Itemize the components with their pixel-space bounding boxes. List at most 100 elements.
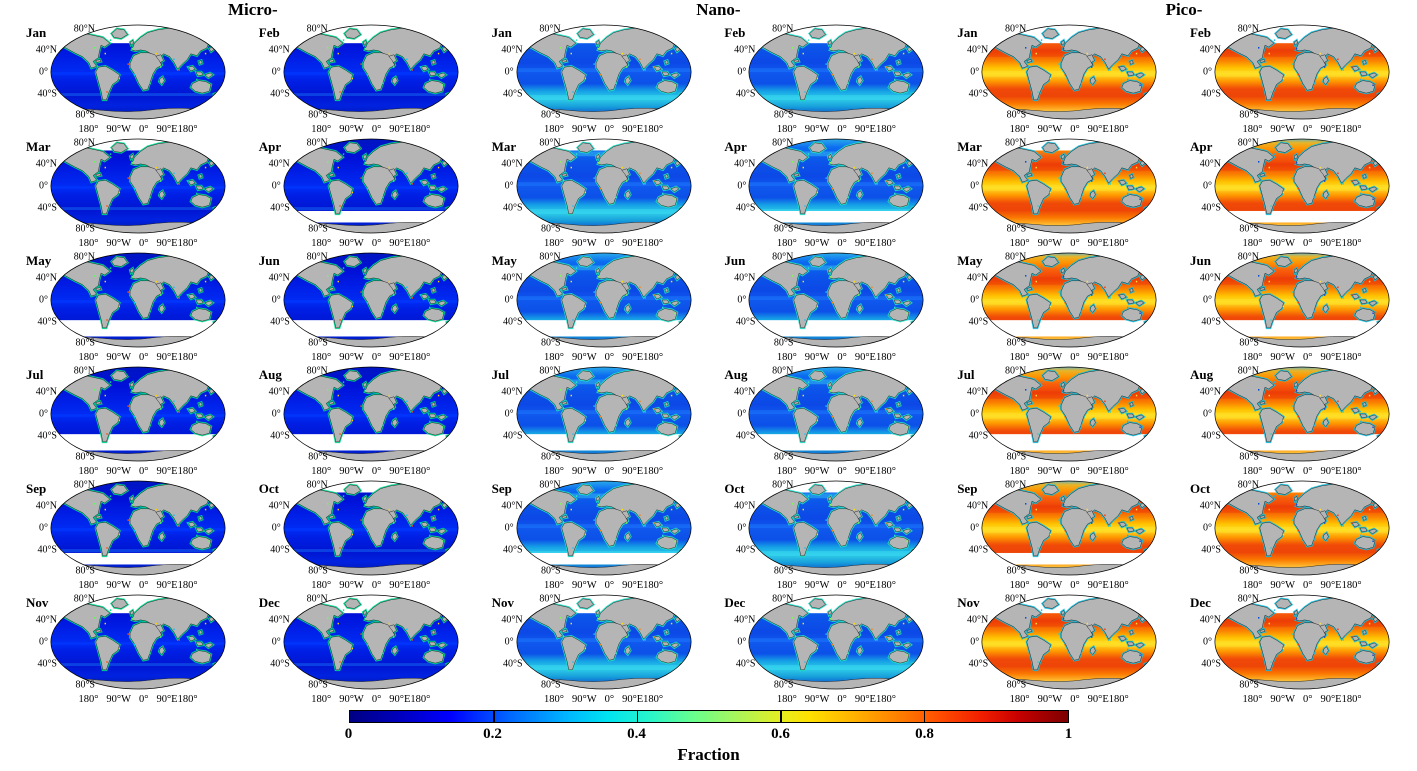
- lon-tick: 90°W: [572, 694, 597, 705]
- lon-tick: 180°: [1242, 466, 1263, 477]
- lon-tick: 180°: [1009, 352, 1030, 363]
- lon-tick: 90°E180°: [622, 466, 664, 477]
- map-area: 80°N 40°N 0° 40°S 80°S: [967, 24, 1157, 120]
- lon-tick: 180°: [78, 466, 99, 477]
- month-label: Sep: [957, 481, 978, 496]
- lat-label: 40°N: [35, 44, 57, 56]
- map-area: 80°N 40°N 0° 40°S 80°S: [734, 137, 924, 234]
- lat-label: 40°N: [501, 44, 523, 56]
- lon-tick: 0°: [604, 466, 615, 477]
- lon-axis-labels: 180° 90°W 0° 90°E180°: [283, 466, 459, 477]
- lat-label: 40°N: [734, 500, 756, 512]
- map-area: 80°N 40°N 0° 40°S 80°S: [269, 24, 459, 120]
- lon-tick: 90°E180°: [389, 124, 431, 135]
- map-area: 80°N 40°N 0° 40°S 80°S: [734, 252, 924, 348]
- lat-label: 40°N: [35, 272, 57, 284]
- lon-tick: 90°W: [804, 352, 830, 363]
- map-area: 80°N 40°N 0° 40°S 80°S: [1200, 480, 1390, 576]
- lat-label: 40°S: [270, 658, 290, 670]
- lat-label: 40°S: [270, 88, 290, 100]
- lat-label: 80°S: [75, 223, 95, 235]
- lon-tick: 90°W: [106, 466, 132, 477]
- lat-label: 80°S: [773, 679, 794, 691]
- lat-label: 80°S: [308, 565, 328, 577]
- lat-label: 40°S: [1201, 316, 1221, 328]
- lat-label: 40°N: [734, 158, 756, 170]
- lat-label: 40°N: [268, 272, 290, 284]
- month-label: May: [491, 253, 517, 268]
- world-map-pico-mar: [981, 138, 1157, 234]
- lon-tick: 90°W: [804, 238, 830, 249]
- lon-tick: 90°E180°: [1087, 238, 1129, 249]
- map-panel-nano-jan: Jan 80°N 40°N 0° 40°S 80°S 180° 90°W 0° 90°E180°: [486, 22, 719, 136]
- lat-label: 40°S: [735, 88, 756, 100]
- map-area: 80°N 40°N 0° 40°S 80°S: [1200, 138, 1390, 235]
- month-label: Dec: [1189, 595, 1211, 610]
- lon-tick: 90°W: [339, 238, 364, 249]
- lat-label: 0°: [504, 636, 514, 648]
- lat-label: 80°S: [1006, 679, 1027, 691]
- lon-tick: 0°: [371, 124, 382, 135]
- lat-label: 40°S: [37, 316, 57, 328]
- lat-label: 0°: [1202, 636, 1212, 648]
- lat-label: 40°S: [735, 316, 756, 328]
- lat-label: 80°N: [772, 137, 794, 149]
- month-label: Mar: [957, 139, 982, 154]
- lat-label: 80°N: [1004, 251, 1027, 263]
- lon-tick: 180°: [544, 466, 564, 477]
- lon-tick: 90°E180°: [389, 580, 431, 591]
- lon-axis-labels: 180° 90°W 0° 90°E180°: [516, 694, 692, 705]
- lat-label: 80°S: [541, 679, 561, 691]
- lat-label: 80°N: [539, 365, 561, 377]
- month-label: Mar: [26, 139, 51, 154]
- lat-label: 0°: [39, 294, 48, 306]
- map-panel-micro-sep: Sep 80°N 40°N 0° 40°S 80°S 180° 90°W 0° 90°E180°: [20, 478, 253, 592]
- lon-tick: 0°: [837, 352, 847, 363]
- map-panel-pico-may: May 80°N 40°N 0° 40°S 80°S 180° 90°W 0° 90°E180°: [951, 250, 1184, 364]
- lon-tick: 180°: [1242, 580, 1263, 591]
- map-area: 80°N 40°N 0° 40°S 80°S: [36, 366, 226, 462]
- lat-label: 40°S: [270, 544, 290, 556]
- lon-tick: 0°: [1070, 352, 1080, 363]
- lat-label: 0°: [737, 408, 747, 420]
- lon-axis-labels: 180° 90°W 0° 90°E180°: [981, 694, 1157, 705]
- lon-tick: 90°W: [804, 124, 830, 135]
- lat-label: 40°S: [1201, 430, 1221, 442]
- world-map-pico-jun: [1214, 252, 1390, 348]
- lat-label: 0°: [737, 636, 747, 648]
- map-panel-micro-aug: Aug 80°N 40°N 0° 40°S 80°S 180° 90°W 0° 90°E180°: [253, 364, 486, 478]
- lat-label: 80°N: [73, 251, 95, 263]
- lat-label: 80°N: [73, 479, 95, 491]
- lon-axis-labels: 180° 90°W 0° 90°E180°: [516, 580, 692, 591]
- lat-label: 80°S: [1006, 451, 1027, 463]
- lat-label: 80°S: [308, 223, 328, 235]
- map-area: 80°N 40°N 0° 40°S 80°S: [501, 138, 692, 234]
- map-area: 80°N 40°N 0° 40°S 80°S: [734, 480, 924, 576]
- map-panel-micro-oct: Oct 80°N 40°N 0° 40°S 80°S 180° 90°W 0° 90°E180°: [253, 478, 486, 592]
- lat-label: 80°S: [1239, 451, 1259, 463]
- group-titles-row: Micro- Nano- Pico-: [0, 0, 1417, 22]
- map-area: 80°N 40°N 0° 40°S 80°S: [734, 594, 924, 691]
- map-panel-micro-jul: Jul 80°N 40°N 0° 40°S 80°S 180° 90°W 0° 90°E180°: [20, 364, 253, 478]
- lon-tick: 0°: [139, 352, 149, 363]
- lat-label: 80°S: [1006, 565, 1027, 577]
- lat-label: 40°N: [966, 500, 989, 512]
- lon-axis-labels: 180° 90°W 0° 90°E180°: [283, 352, 459, 363]
- lat-label: 0°: [39, 408, 48, 420]
- lon-tick: 90°E180°: [156, 124, 198, 135]
- lon-axis-labels: 180° 90°W 0° 90°E180°: [50, 466, 226, 477]
- lat-label: 40°N: [268, 386, 290, 398]
- lat-label: 80°S: [541, 565, 561, 577]
- lon-tick: 180°: [311, 238, 332, 249]
- lat-label: 0°: [39, 66, 48, 78]
- lat-label: 80°N: [772, 365, 794, 377]
- lon-tick: 0°: [837, 694, 847, 705]
- lat-label: 0°: [737, 294, 747, 306]
- lon-tick: 90°W: [1270, 694, 1295, 705]
- lat-label: 80°S: [1239, 223, 1259, 235]
- colorbar-tick-label: 0.2: [483, 726, 502, 742]
- world-map-pico-apr: [1214, 138, 1390, 234]
- lon-axis-labels: 180° 90°W 0° 90°E180°: [50, 352, 226, 363]
- colorbar-tick-label: 0.4: [627, 726, 646, 742]
- lat-label: 80°N: [1004, 365, 1027, 377]
